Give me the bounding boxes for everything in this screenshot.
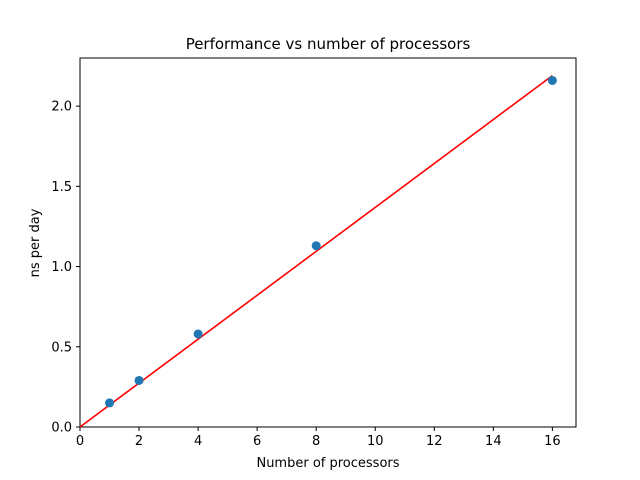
- fit-line: [79, 75, 553, 428]
- x-tick-label: 0: [76, 434, 84, 449]
- x-tick-label: 12: [426, 434, 443, 449]
- data-point: [134, 375, 144, 385]
- chart-title: Performance vs number of processors: [186, 35, 471, 53]
- data-point: [193, 329, 203, 339]
- data-point: [311, 241, 321, 251]
- x-tick-label: 2: [135, 434, 143, 449]
- x-tick-label: 4: [194, 434, 202, 449]
- y-tick-label: 1.0: [51, 260, 72, 275]
- y-tick-label: 1.5: [51, 180, 72, 195]
- data-point: [105, 398, 115, 408]
- y-tick-label: 0.0: [51, 421, 72, 436]
- x-tick-label: 8: [312, 434, 320, 449]
- x-tick-label: 6: [253, 434, 261, 449]
- x-tick-label: 16: [544, 434, 561, 449]
- y-tick-label: 0.5: [51, 340, 72, 355]
- x-tick-label: 10: [367, 434, 384, 449]
- y-axis-label: ns per day: [28, 208, 43, 277]
- x-tick-label: 14: [485, 434, 502, 449]
- x-axis-label: Number of processors: [256, 456, 399, 471]
- axes-frame: [79, 57, 577, 428]
- y-tick-label: 2.0: [51, 100, 72, 115]
- plot-area: 0 2 4 6 8 10 12 14 16 0.0 0.5 1.0 1.5 2.0: [51, 57, 577, 449]
- data-point: [547, 75, 557, 85]
